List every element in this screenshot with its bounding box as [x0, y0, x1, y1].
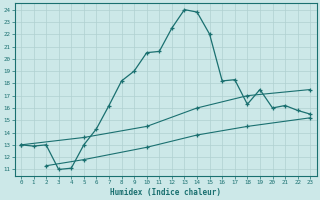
X-axis label: Humidex (Indice chaleur): Humidex (Indice chaleur) — [110, 188, 221, 197]
